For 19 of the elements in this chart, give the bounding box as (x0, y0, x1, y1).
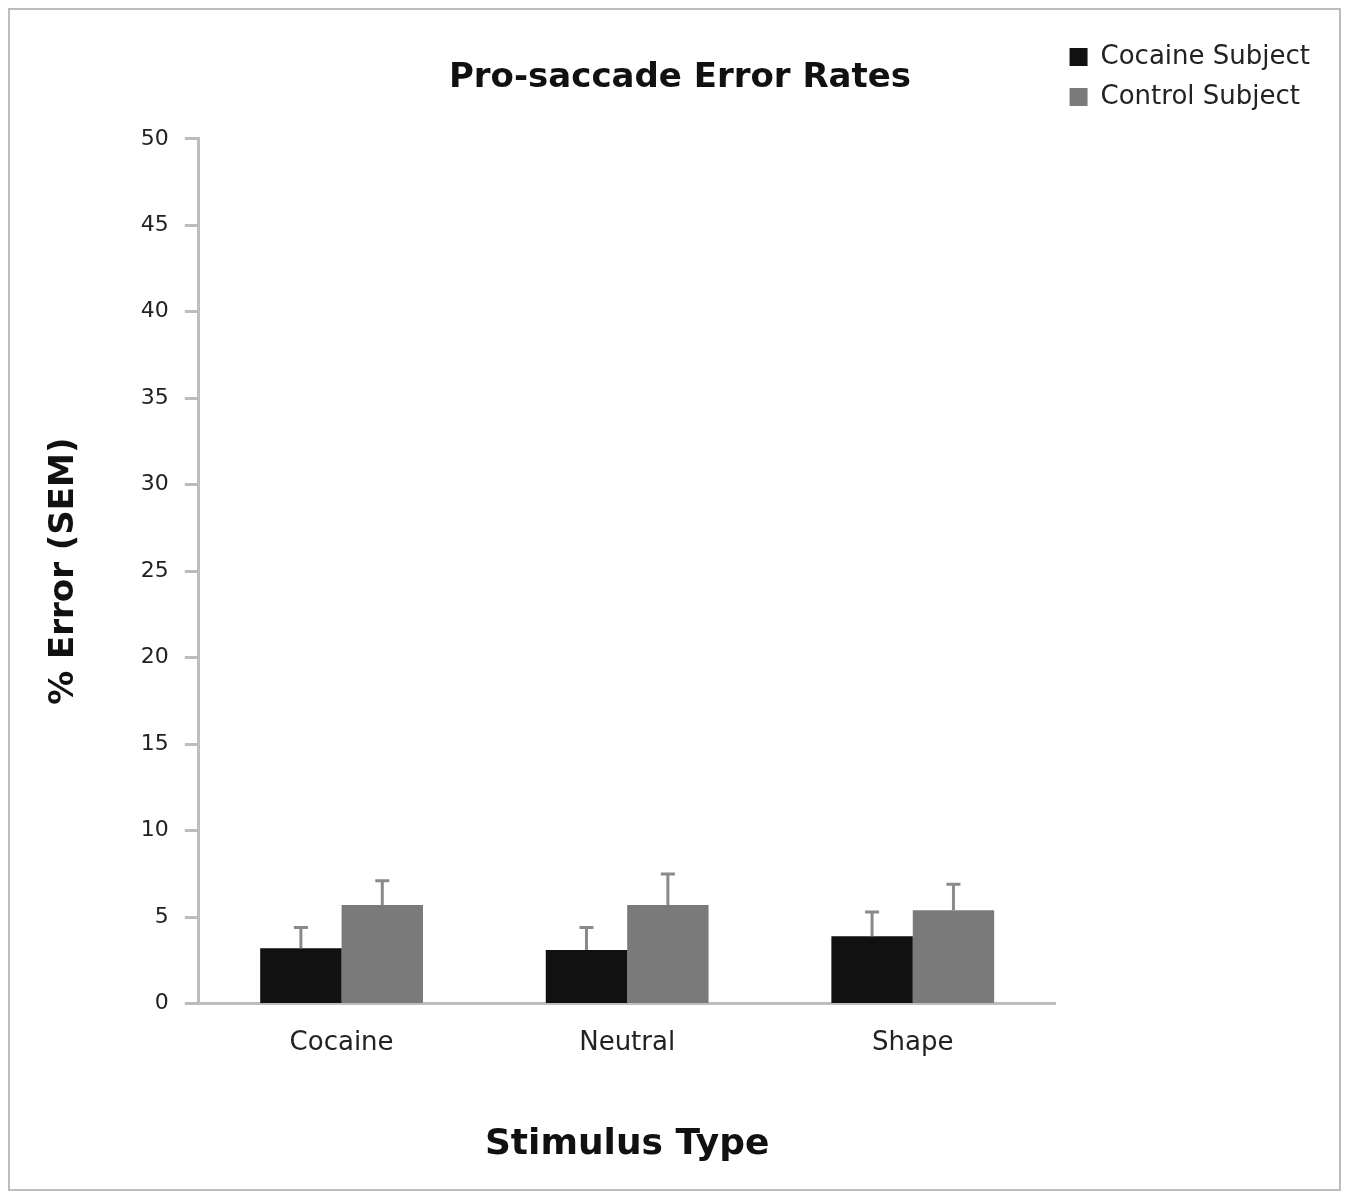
x-tick-label: Cocaine (289, 1025, 394, 1056)
y-tick-label: 0 (154, 989, 169, 1015)
y-tick-label: 20 (140, 643, 169, 669)
y-tick-label: 45 (140, 211, 169, 236)
y-tick-label: 10 (140, 816, 169, 842)
y-tick-label: 25 (140, 556, 169, 582)
legend-label: Control Subject (1100, 79, 1301, 110)
y-tick-label: 50 (140, 124, 169, 150)
chart-title: Pro-saccade Error Rates (448, 55, 912, 96)
x-tick-label: Neutral (579, 1025, 676, 1056)
y-tick-label: 35 (140, 383, 169, 409)
y-axis-title: % Error (SEM) (41, 437, 82, 705)
y-tick-label: 5 (154, 902, 169, 928)
y-tick-label: 15 (140, 729, 169, 755)
legend-label: Cocaine Subject (1100, 39, 1311, 70)
y-tick-label: 30 (140, 470, 169, 496)
x-axis-title: Stimulus Type (484, 1120, 770, 1162)
x-tick-label: Shape (872, 1025, 954, 1056)
y-tick-label: 40 (140, 297, 169, 323)
